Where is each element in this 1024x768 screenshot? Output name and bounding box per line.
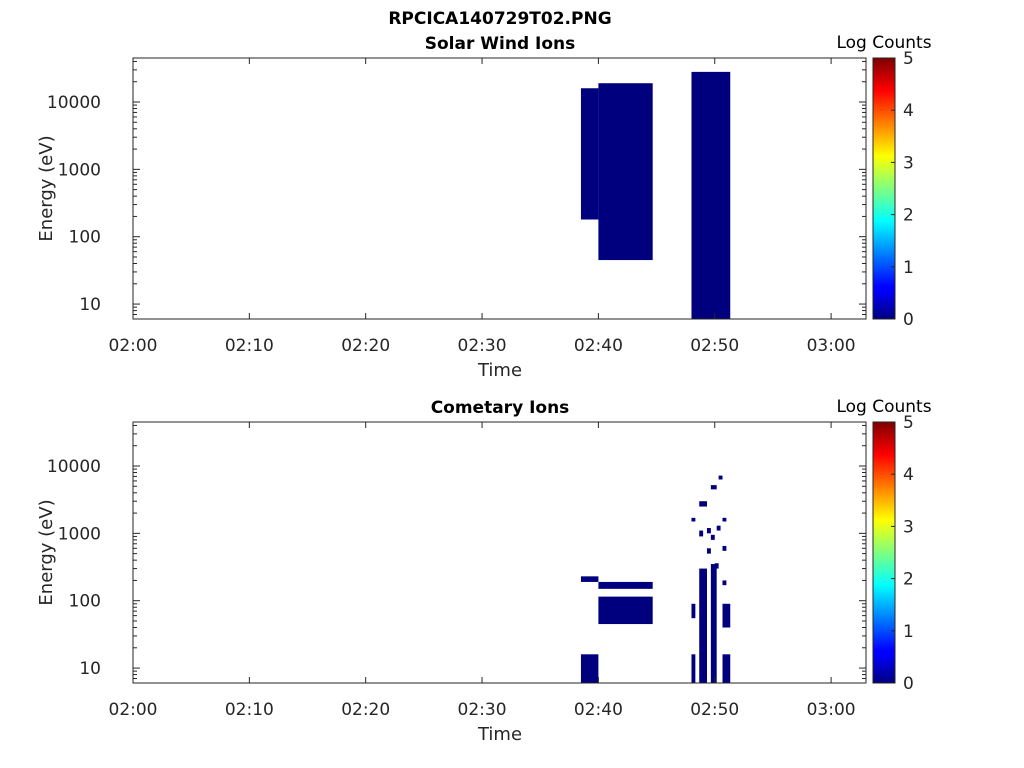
- data-cell: [718, 475, 723, 480]
- x-axis-label: Time: [477, 360, 522, 381]
- y-tick-label: 1000: [58, 160, 101, 180]
- data-cell: [691, 71, 731, 320]
- panel-2: 02:00 02:10 02:20 02:30 02:40 02:50 03:0010100…: [36, 397, 932, 745]
- x-tick-label: 02:30: [458, 700, 507, 720]
- y-tick-label: 100: [69, 592, 101, 612]
- data-cell: [710, 564, 717, 683]
- data-cell: [580, 654, 599, 683]
- panel-title: Cometary Ions: [431, 398, 570, 418]
- colorbar-tick-label: 3: [903, 517, 914, 537]
- data-cell: [699, 568, 707, 683]
- x-tick-label: 02:50: [690, 700, 739, 720]
- colorbar-tick-label: 2: [903, 206, 914, 226]
- data-cell: [598, 83, 653, 261]
- colorbar-tick-label: 1: [903, 622, 914, 642]
- colorbar-tick-label: 5: [903, 49, 914, 69]
- data-cell: [710, 534, 715, 540]
- panel-title: Solar Wind Ions: [425, 34, 576, 54]
- colorbar-tick-label: 5: [903, 413, 914, 433]
- x-tick-label: 02:10: [225, 700, 274, 720]
- y-tick-label: 10: [79, 659, 101, 679]
- colorbar-tick-label: 2: [903, 570, 914, 590]
- colorbar-label: Log Counts: [836, 397, 931, 417]
- y-axis-label: Energy (eV): [36, 499, 57, 605]
- data-cell: [722, 545, 727, 551]
- figure-title: RPCICA140729T02.PNG: [388, 9, 611, 29]
- x-tick-label: 03:00: [807, 336, 856, 356]
- panel-1: 02:00 02:10 02:20 02:30 02:40 02:50 03:0010100…: [36, 33, 932, 381]
- x-tick-label: 02:00: [109, 700, 158, 720]
- data-cell: [691, 603, 696, 619]
- x-tick-label: 02:40: [574, 336, 623, 356]
- colorbar-tick-label: 4: [903, 465, 914, 485]
- x-tick-label: 02:50: [690, 336, 739, 356]
- x-tick-label: 02:00: [109, 336, 158, 356]
- data-cell: [598, 596, 653, 625]
- x-tick-label: 03:00: [807, 700, 856, 720]
- data-cell: [699, 501, 707, 507]
- x-tick-label: 02:10: [225, 336, 274, 356]
- data-cell: [722, 654, 731, 683]
- colorbar-tick-label: 3: [903, 153, 914, 173]
- data-cell: [710, 485, 717, 490]
- colorbar-tick-label: 1: [903, 258, 914, 278]
- plot-frame: [132, 421, 867, 684]
- y-tick-label: 1000: [58, 524, 101, 544]
- x-tick-label: 02:20: [341, 336, 390, 356]
- data-cell: [691, 654, 696, 683]
- y-axis-label: Energy (eV): [36, 135, 57, 241]
- y-tick-label: 10000: [47, 457, 101, 477]
- data-cell: [580, 576, 599, 582]
- x-axis-label: Time: [477, 724, 522, 745]
- colorbar: [872, 421, 896, 684]
- plot-frame: [132, 57, 867, 320]
- data-cell: [716, 525, 721, 531]
- y-tick-label: 10: [79, 295, 101, 315]
- data-cell: [706, 548, 711, 554]
- data-cell: [706, 528, 711, 534]
- x-tick-label: 02:20: [341, 700, 390, 720]
- data-cell: [699, 530, 704, 537]
- data-cell: [691, 517, 696, 522]
- colorbar: [872, 57, 896, 320]
- colorbar-tick-label: 0: [903, 310, 914, 330]
- data-cell: [722, 603, 731, 628]
- colorbar-tick-label: 0: [903, 674, 914, 694]
- data-cell: [598, 581, 653, 589]
- data-cell: [722, 517, 727, 522]
- x-tick-label: 02:30: [458, 336, 507, 356]
- colorbar-label: Log Counts: [836, 33, 931, 53]
- y-tick-label: 100: [69, 228, 101, 248]
- data-cell: [714, 563, 719, 569]
- data-cell: [722, 580, 727, 586]
- x-tick-label: 02:40: [574, 700, 623, 720]
- data-cell: [580, 88, 599, 220]
- y-tick-label: 10000: [47, 93, 101, 113]
- colorbar-tick-label: 4: [903, 101, 914, 121]
